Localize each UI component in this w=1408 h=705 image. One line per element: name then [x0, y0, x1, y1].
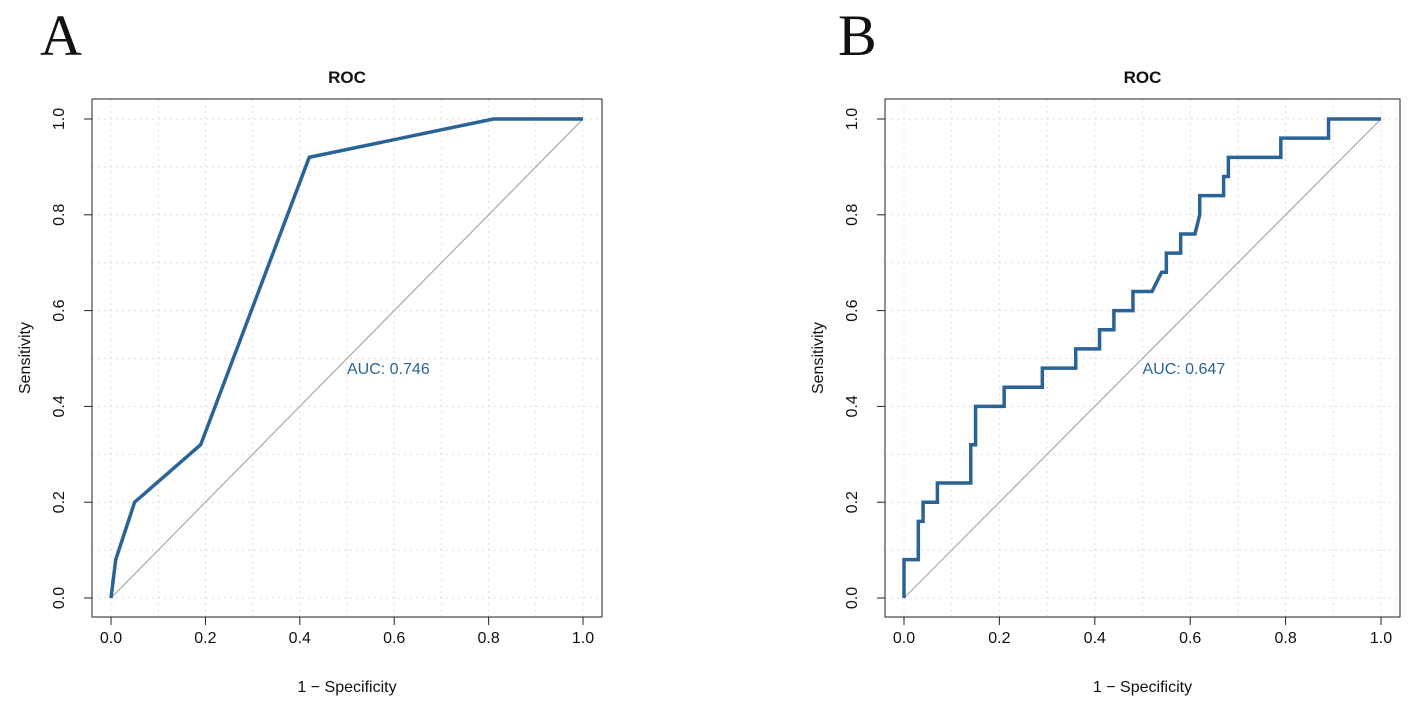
auc-annotation: AUC: 0.647 — [1143, 361, 1226, 378]
chart-title: ROC — [1124, 68, 1162, 87]
x-tick-label: 0.0 — [100, 630, 122, 647]
x-tick-label: 1.0 — [1370, 630, 1392, 647]
x-tick-label: 0.8 — [477, 630, 499, 647]
panel-letter-a: A — [40, 3, 82, 68]
x-axis-label: 1 − Specificity — [1093, 679, 1192, 696]
y-tick-label: 0.0 — [844, 587, 861, 609]
x-tick-label: 0.6 — [383, 630, 405, 647]
x-tick-label: 0.6 — [1179, 630, 1201, 647]
chart-title: ROC — [328, 68, 366, 87]
y-tick-label: 1.0 — [844, 108, 861, 130]
y-tick-label: 0.0 — [51, 587, 68, 609]
plot-frame — [91, 98, 603, 618]
roc-curve — [902, 117, 1381, 598]
y-tick-label: 0.8 — [844, 204, 861, 226]
y-tick-label: 0.6 — [51, 299, 68, 321]
x-tick-label: 0.4 — [289, 630, 311, 647]
y-tick-label: 0.4 — [844, 395, 861, 417]
x-tick-label: 0.8 — [1274, 630, 1296, 647]
x-tick-label: 0.4 — [1084, 630, 1106, 647]
y-tick-label: 0.2 — [51, 491, 68, 513]
diagonal-reference — [110, 118, 584, 599]
y-tick-label: 1.0 — [51, 108, 68, 130]
x-tick-label: 1.0 — [572, 630, 594, 647]
plot-frame — [884, 98, 1401, 618]
roc-curve — [109, 117, 583, 599]
auc-annotation: AUC: 0.746 — [347, 361, 430, 378]
x-tick-label: 0.2 — [194, 630, 216, 647]
y-axis-label: Sensitivity — [17, 322, 34, 394]
panel-letter-b: B — [838, 3, 877, 68]
x-axis-label: 1 − Specificity — [297, 679, 396, 696]
y-tick-label: 0.8 — [51, 204, 68, 226]
y-tick-label: 0.2 — [844, 491, 861, 513]
y-axis-label: Sensitivity — [810, 322, 827, 394]
x-tick-label: 0.2 — [988, 630, 1010, 647]
diagonal-reference — [903, 118, 1382, 599]
y-tick-label: 0.4 — [51, 395, 68, 417]
y-tick-label: 0.6 — [844, 299, 861, 321]
x-tick-label: 0.0 — [893, 630, 915, 647]
